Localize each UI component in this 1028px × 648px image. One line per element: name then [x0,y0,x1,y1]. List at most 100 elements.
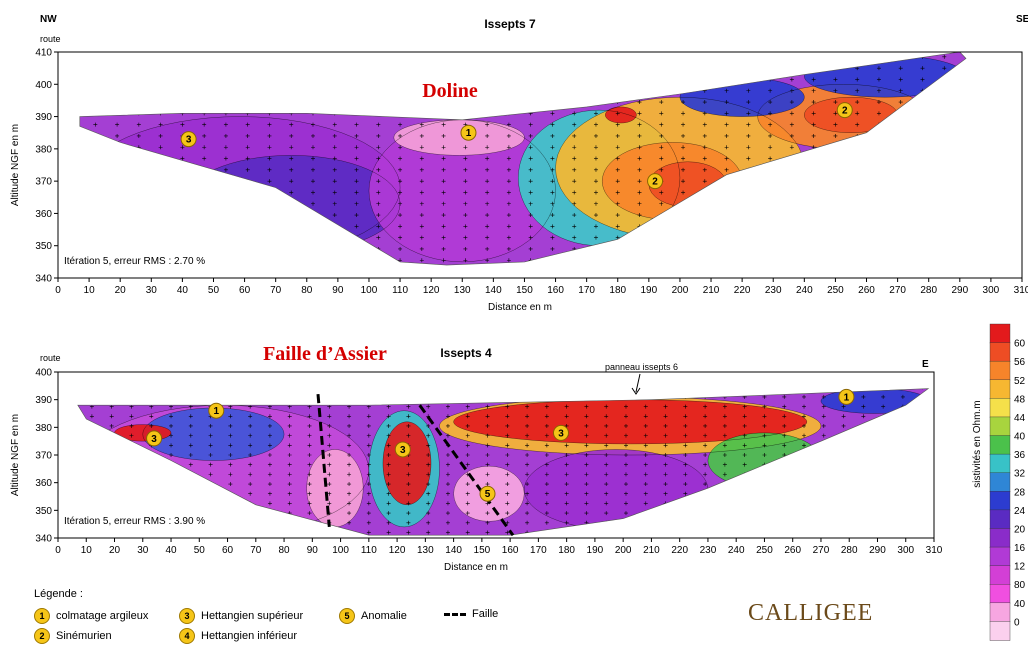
y-tick-label: 370 [35,451,52,462]
measure-point [683,443,688,448]
measure-point [525,376,529,380]
measure-point [544,443,549,448]
measure-point [722,414,727,419]
legend-item-1: 1 colmatage argileux [34,608,148,624]
measure-point [683,491,688,496]
measure-point [463,190,468,195]
measure-point [398,213,403,218]
measure-point [762,414,767,419]
measure-point [920,423,925,428]
measure-point [898,100,903,105]
measure-point [245,258,250,263]
measure-point [702,235,707,240]
measure-point [702,213,707,218]
measure-point [584,394,589,399]
measure-point [386,453,391,457]
measure-point [811,133,816,138]
measure-point [109,423,114,428]
measure-point [920,462,925,467]
measure-point [354,54,359,59]
measure-point [169,433,174,438]
measure-point [398,179,403,184]
measure-point [228,388,233,390]
colorbar-value-9: 24 [1014,506,1026,517]
measure-point [485,388,490,390]
measure-point [169,511,174,516]
measure-point [942,111,947,116]
measure-point [841,443,846,448]
measure-point [920,190,925,195]
measure-point [663,530,668,535]
measure-point [228,453,233,457]
measure-point [354,258,359,263]
measure-point [746,213,751,218]
measure-point [310,145,315,150]
measure-point [129,472,134,477]
measure-point [419,213,424,218]
badge-1: 1 [34,608,50,624]
measure-point [310,66,315,71]
measure-point [742,520,747,525]
measure-point [366,453,371,457]
measure-point [876,77,881,82]
measure-point [964,235,967,240]
measure-point [180,224,185,229]
measure-point [505,433,510,438]
measure-point [267,423,272,428]
measure-point [593,213,598,218]
measure-point [109,501,114,506]
measure-point [129,388,134,390]
measure-point [505,482,510,487]
measure-point [465,501,470,506]
measure-point [136,133,141,138]
measure-point [386,482,391,487]
measure-point [180,156,185,161]
measure-point [89,388,94,390]
measure-point [802,423,807,428]
measure-point [158,167,163,172]
measure-point [129,462,134,467]
y-tick-label: 370 [35,177,52,188]
measure-point [811,179,816,184]
measure-point [643,482,648,487]
measure-point [881,376,885,380]
measure-point [768,122,773,127]
colorbar-swatch-4 [989,398,1011,418]
measure-point [898,145,903,150]
measure-point [821,423,826,428]
measure-point [743,376,747,380]
measure-point [623,530,628,535]
measure-point [812,270,816,274]
measure-point [149,423,154,428]
measure-point [202,167,207,172]
measure-point [659,201,664,206]
measure-point [789,88,794,93]
measure-point [525,394,530,399]
measure-point [659,77,664,82]
measure-point [310,190,315,195]
measure-point [158,224,163,229]
measure-point [861,443,866,448]
measure-point [593,145,598,150]
measure-point [604,501,609,506]
x-tick-label: 160 [502,545,519,556]
measure-point [821,501,826,506]
measure-point [898,213,903,218]
measure-point [267,453,272,457]
measure-point [93,111,98,116]
measure-point [248,453,253,457]
measure-point [245,77,250,82]
y-tick-label: 350 [35,241,52,252]
measure-point [93,179,98,184]
measure-point [426,376,430,380]
measure-point [72,157,76,161]
measure-point [289,167,294,172]
measure-point [419,54,424,59]
x-tick-label: 20 [109,545,121,556]
fault-line-0 [316,393,331,528]
measure-point [376,224,381,229]
measure-point [876,145,881,150]
measure-point [821,388,826,390]
x-tick-label: 290 [951,285,968,296]
measure-point [506,246,511,251]
